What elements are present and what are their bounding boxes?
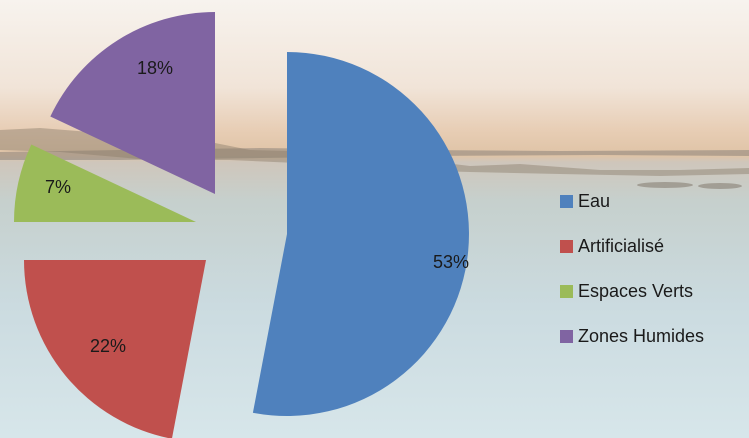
- legend-swatch: [560, 329, 573, 343]
- data-label-espaces-verts: 7%: [45, 177, 71, 197]
- legend-item: Eau: [560, 190, 704, 212]
- pie-slice-zones-humides: [50, 12, 215, 194]
- legend-swatch: [560, 194, 573, 208]
- legend-swatch: [560, 284, 573, 298]
- chart-legend: Eau Artificialisé Espaces Verts Zones Humid…: [560, 190, 704, 347]
- legend-label: Zones Humides: [578, 325, 705, 346]
- data-label-eau: 53%: [433, 252, 469, 272]
- data-label-artificialis-: 22%: [90, 336, 126, 356]
- legend-item: Zones Humides: [560, 325, 704, 347]
- legend-label: Eau: [578, 190, 611, 211]
- data-label-zones-humides: 18%: [137, 58, 173, 78]
- pie-slice-artificialis-: [24, 260, 206, 438]
- reed-patch: [637, 182, 693, 188]
- legend-item: Espaces Verts: [560, 280, 704, 302]
- pie-slice-eau: [252, 52, 469, 416]
- legend-swatch: [560, 239, 573, 253]
- legend-label: Espaces Verts: [578, 280, 694, 301]
- pie-slice-espaces-verts: [14, 144, 196, 222]
- legend-label: Artificialisé: [578, 235, 665, 256]
- reed-patch: [698, 183, 742, 189]
- legend-item: Artificialisé: [560, 235, 704, 257]
